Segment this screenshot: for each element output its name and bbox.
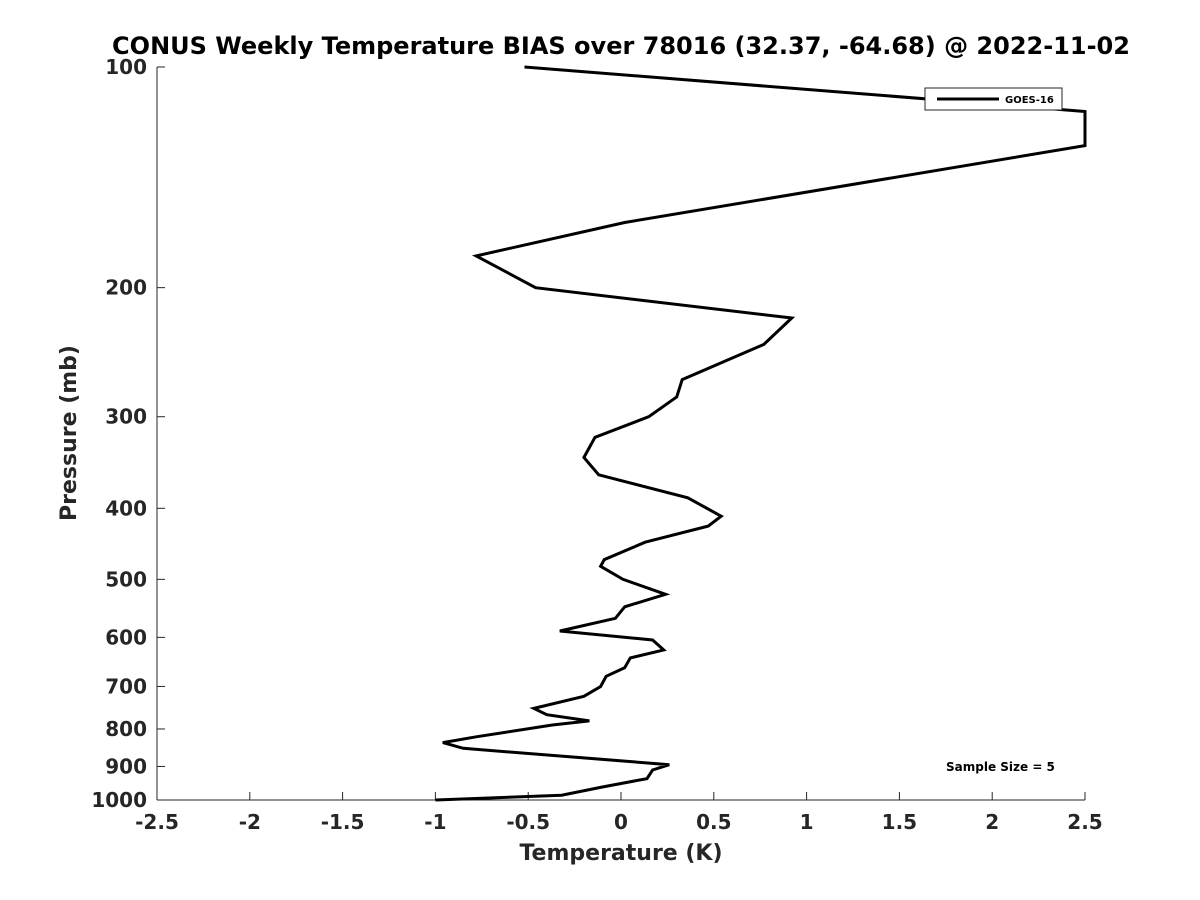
x-tick-label: 2.5 — [1067, 810, 1102, 834]
x-tick-label: -0.5 — [506, 810, 550, 834]
y-tick-label: 300 — [105, 405, 147, 429]
y-axis-ticks: 100 200 300 400 500 600 700 800 900 1000 — [91, 55, 165, 812]
y-axis-label: Pressure (mb) — [57, 345, 82, 521]
x-tick-label: -1 — [424, 810, 446, 834]
x-tick-label: 1 — [800, 810, 814, 834]
x-tick-label: -2 — [239, 810, 261, 834]
legend-label: GOES-16 — [1005, 95, 1054, 106]
series-layer — [435, 65, 1087, 802]
y-tick-label: 100 — [105, 55, 147, 79]
x-tick-label: 1.5 — [882, 810, 917, 834]
y-tick-label: 800 — [105, 717, 147, 741]
y-tick-label: 1000 — [91, 788, 147, 812]
y-tick-label: 900 — [105, 754, 147, 778]
x-tick-label: 0 — [614, 810, 628, 834]
x-tick-label: -1.5 — [321, 810, 365, 834]
x-axis-ticks: -2.5 -2 -1.5 -1 -0.5 0 0.5 1 1.5 2 2.5 — [135, 792, 1103, 834]
x-tick-label: 2 — [985, 810, 999, 834]
axes-frame — [156, 67, 1085, 801]
y-tick-label: 400 — [105, 496, 147, 520]
x-tick-label: -2.5 — [135, 810, 179, 834]
series-line-goes-16 — [435, 65, 1087, 802]
legend: GOES-16 — [924, 87, 1063, 111]
x-tick-label: 0.5 — [696, 810, 731, 834]
chart-title: CONUS Weekly Temperature BIAS over 78016… — [112, 32, 1130, 60]
y-tick-label: 700 — [105, 674, 147, 698]
x-axis-label: Temperature (K) — [519, 841, 722, 866]
sample-size-annotation: Sample Size = 5 — [946, 760, 1055, 774]
y-tick-label: 500 — [105, 567, 147, 591]
y-tick-label: 200 — [105, 276, 147, 300]
y-tick-label: 600 — [105, 625, 147, 649]
